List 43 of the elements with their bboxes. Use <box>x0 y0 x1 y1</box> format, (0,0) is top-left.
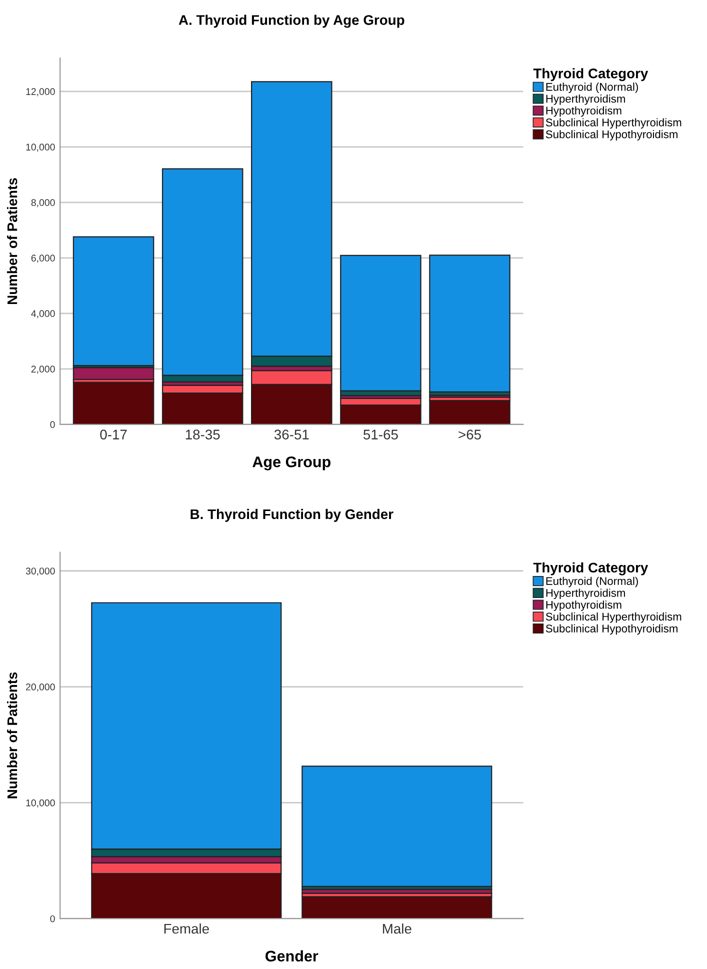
x-tick-label: Female <box>164 923 209 934</box>
legend-label: Hypothyroidism <box>546 106 622 117</box>
bar <box>302 766 492 887</box>
y-tick-label: 4,000 <box>31 310 55 318</box>
legend-label: Hyperthyroidism <box>546 588 625 600</box>
x-axis-title: Age Group <box>252 456 330 470</box>
bar <box>72 236 154 366</box>
y-tick-label: 12,000 <box>26 88 55 96</box>
legend-label: Subclinical Hyperthyroidism <box>546 118 682 129</box>
legend-label: Hypothyroidism <box>546 600 622 611</box>
legend-label: Hyperthyroidism <box>546 94 625 105</box>
x-axis-title: Gender <box>266 950 318 962</box>
chart-title: B. Thyroid Function by Gender <box>190 508 394 522</box>
x-tick-label: 0-17 <box>100 430 127 440</box>
y-tick-label: 20,000 <box>26 684 55 692</box>
legend-label: Euthyroid (Normal) <box>546 82 638 94</box>
bar <box>429 400 510 424</box>
legend-title: Thyroid Category <box>533 68 648 82</box>
x-tick-label: >65 <box>458 430 481 440</box>
y-tick-label: 0 <box>50 915 55 922</box>
y-tick-label: 0 <box>50 421 55 428</box>
y-axis-title: Number of Patients <box>7 178 18 304</box>
y-tick-label: 10,000 <box>26 144 55 152</box>
y-tick-label: 8,000 <box>31 199 55 208</box>
legend-label: Euthyroid (Normal) <box>546 576 638 588</box>
bar <box>429 254 510 393</box>
x-tick-label: 18-35 <box>186 430 220 440</box>
y-tick-label: 2,000 <box>31 366 55 374</box>
bar <box>72 366 154 380</box>
y-tick-label: 30,000 <box>26 568 55 576</box>
legend-label: Subclinical Hypothyroidism <box>546 624 678 635</box>
legend-label: Subclinical Hyperthyroidism <box>546 612 682 623</box>
x-tick-label: Male <box>382 923 412 934</box>
y-tick-label: 6,000 <box>31 254 55 263</box>
y-axis-title: Number of Patients <box>7 672 18 798</box>
chart-title: A. Thyroid Function by Age Group <box>178 14 404 28</box>
x-tick-label: 36-51 <box>274 430 309 440</box>
bar <box>302 896 492 919</box>
legend-label: Subclinical Hypothyroidism <box>546 130 678 140</box>
legend-title: Thyroid Category <box>533 562 648 576</box>
y-tick-label: 10,000 <box>26 799 55 808</box>
x-tick-label: 51-65 <box>363 430 398 440</box>
bar <box>72 382 154 424</box>
